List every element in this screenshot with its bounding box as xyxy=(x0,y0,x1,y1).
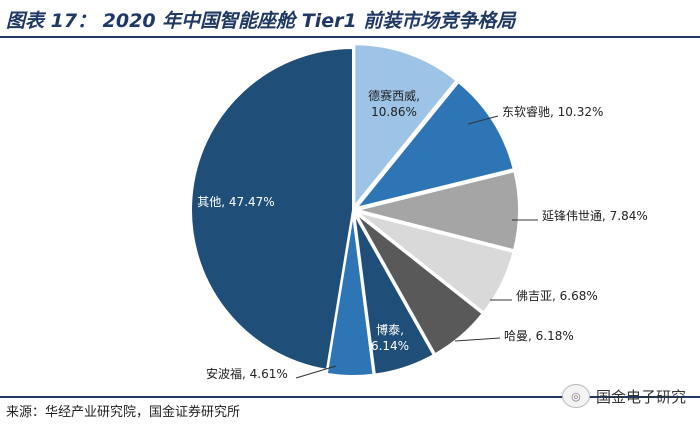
pie-slice xyxy=(325,213,375,377)
wechat-icon: ◎ xyxy=(561,384,590,408)
watermark-text: 国金电子研究 xyxy=(595,387,686,406)
chart-title: 图表 17： 2020 年中国智能座舱 Tier1 前装市场竞争格局 xyxy=(6,10,516,32)
pie-slice xyxy=(355,210,515,314)
pie-slice xyxy=(353,80,515,210)
leader-line xyxy=(454,337,501,342)
watermark: ◎ 国金电子研究 xyxy=(561,384,686,408)
data-label: 其他, 47.47% xyxy=(197,195,274,209)
data-label: 安波福, 4.61% xyxy=(206,366,288,381)
source-note: 来源：华经产业研究院，国金证券研究所 xyxy=(6,405,241,420)
leader-lines xyxy=(295,115,538,379)
pie-slices xyxy=(190,43,520,377)
source-divider xyxy=(0,396,700,398)
pie-chart: 德赛西威, 10.86% 东软睿驰, 10.32% 延锋伟世通, 7.84% 佛吉亚, … xyxy=(190,43,648,381)
data-label: 博泰, 6.14% xyxy=(371,322,409,353)
title-bar: 图表 17： 2020 年中国智能座舱 Tier1 前装市场竞争格局 xyxy=(0,0,700,38)
data-label: 哈曼, 6.18% xyxy=(504,329,574,343)
pie-slice xyxy=(353,213,436,376)
data-label: 德赛西威, 10.86% xyxy=(368,88,420,119)
pie-slice xyxy=(356,170,520,252)
data-labels: 德赛西威, 10.86% 东软睿驰, 10.32% 延锋伟世通, 7.84% 佛吉亚, … xyxy=(197,88,647,381)
pie-slice xyxy=(354,212,484,356)
data-label: 佛吉亚, 6.68% xyxy=(516,289,598,303)
pie-slice xyxy=(190,46,354,372)
data-label: 东软睿驰, 10.32% xyxy=(502,104,603,119)
leader-line xyxy=(295,365,337,379)
pie-slice xyxy=(353,43,458,210)
leader-line xyxy=(467,115,499,125)
data-label: 延锋伟世通, 7.84% xyxy=(542,209,648,223)
